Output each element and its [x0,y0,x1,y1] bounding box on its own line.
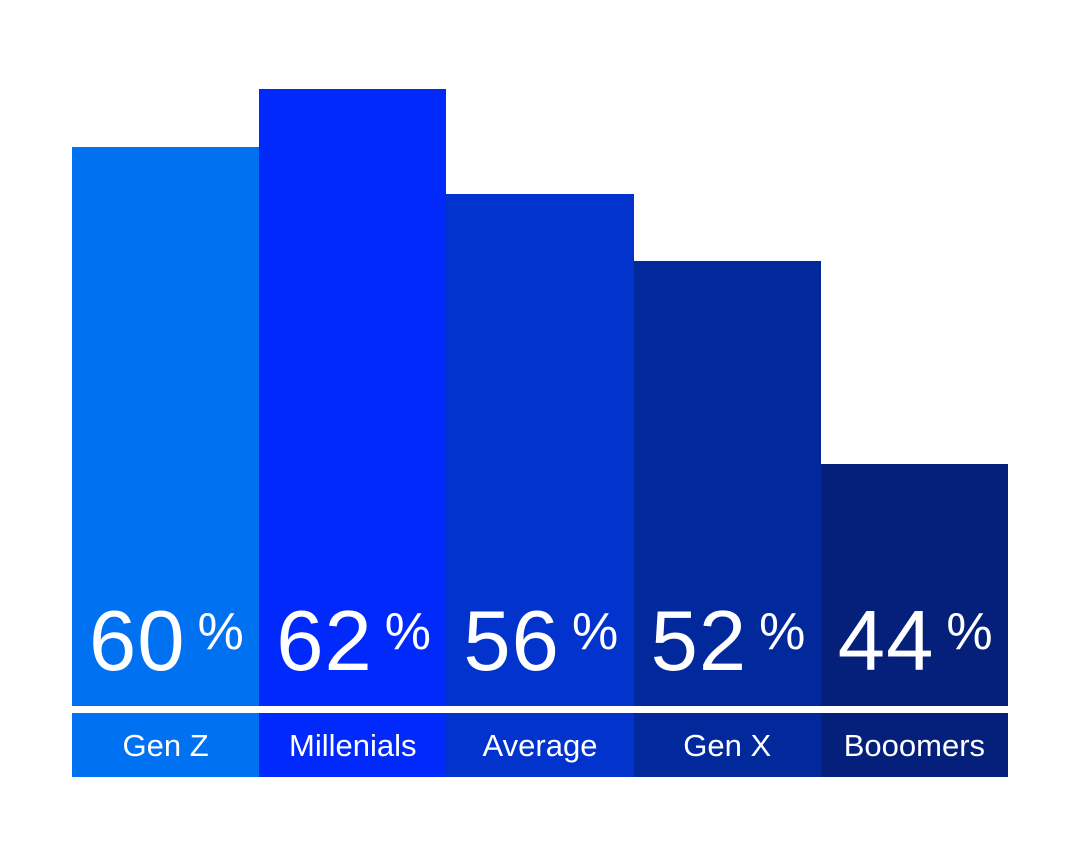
value-number: 56 [463,594,560,689]
category-text: Average [482,727,598,763]
percent-sign: % [384,603,431,661]
category-label-millenials: Millenials [259,713,447,777]
value-number: 52 [650,594,748,689]
percent-sign: % [946,603,993,661]
value-label-average: 56 % [463,599,618,684]
value-label-gen-z: 60 % [89,599,244,684]
bar-gen-z: 60 % [72,147,260,706]
category-text: Gen X [683,727,772,763]
category-label-gen-z: Gen Z [72,713,260,777]
category-label-average: Average [446,713,634,777]
category-text: Booomers [843,727,986,763]
value-label-booomers: 44 % [838,599,993,684]
value-number: 60 [89,594,186,689]
value-label-millenials: 62 % [276,599,431,684]
bar-gen-x: 52 % [633,261,821,706]
percent-sign: % [197,603,244,661]
category-text: Gen Z [122,727,209,763]
category-label-booomers: Booomers [820,713,1008,777]
bar-booomers: 44 % [820,464,1008,706]
category-text: Millenials [289,727,417,763]
value-number: 62 [276,594,373,689]
bar-average: 56 % [446,194,634,706]
value-number: 44 [837,594,935,689]
percent-sign: % [759,603,806,661]
value-label-gen-x: 52 % [651,599,806,684]
percent-sign: % [571,603,619,661]
bar-millenials: 62 % [259,89,447,706]
category-label-gen-x: Gen X [633,713,821,777]
